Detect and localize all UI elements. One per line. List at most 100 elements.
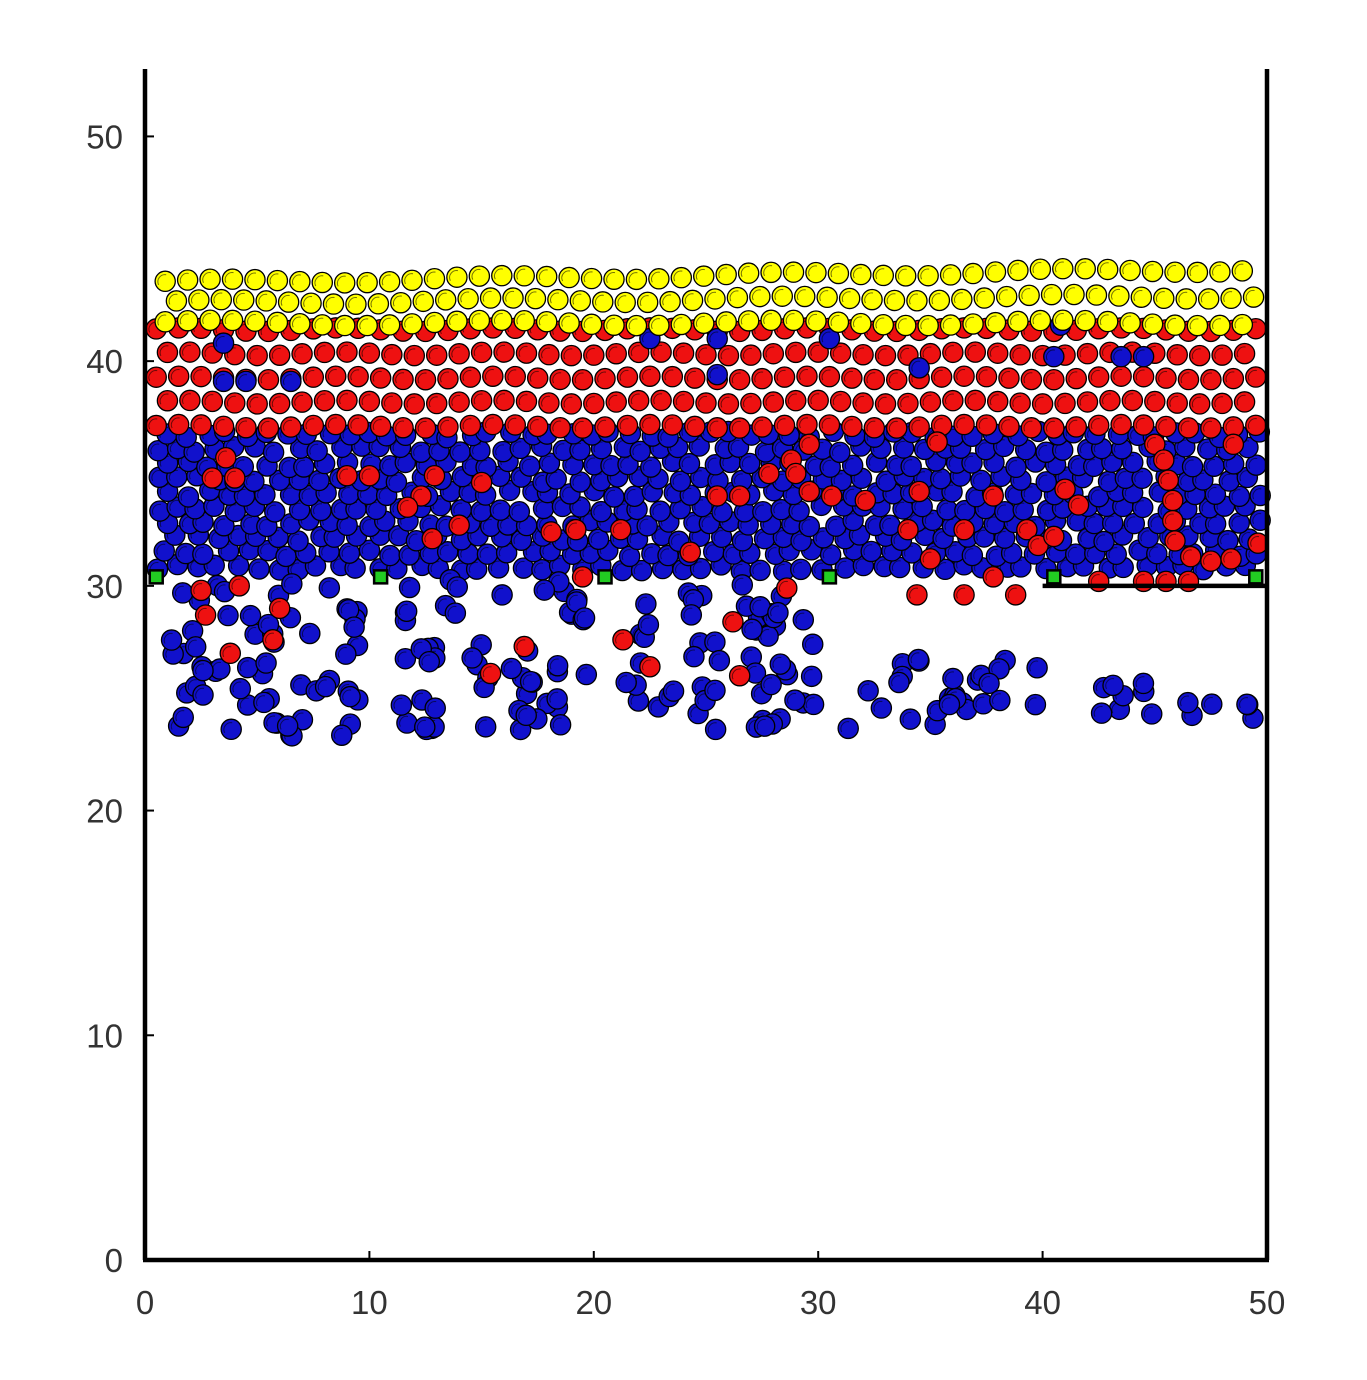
particle-shading bbox=[578, 667, 588, 679]
red-particle bbox=[758, 462, 780, 485]
red-particle bbox=[919, 548, 942, 570]
red-particle bbox=[1132, 414, 1155, 436]
particle-shading bbox=[981, 676, 991, 688]
particle-shading bbox=[691, 438, 701, 450]
blue-particle bbox=[212, 370, 235, 393]
particle-shading bbox=[701, 516, 711, 528]
red-particle bbox=[695, 392, 717, 414]
red-particle bbox=[1054, 392, 1076, 415]
particle-shading bbox=[894, 656, 904, 668]
particle-shading bbox=[787, 466, 797, 478]
red-particle bbox=[672, 342, 695, 364]
particle-shading bbox=[1252, 488, 1262, 500]
particle-shading bbox=[204, 394, 214, 406]
particle-shading bbox=[597, 371, 607, 383]
particle-shading bbox=[924, 513, 934, 525]
red-particle bbox=[926, 431, 948, 453]
particle-shading bbox=[615, 632, 625, 644]
particle-shading bbox=[1067, 546, 1077, 558]
particle-shading bbox=[1203, 372, 1212, 384]
particle-shading bbox=[316, 393, 326, 405]
particle-shading bbox=[617, 295, 627, 307]
particle-shading bbox=[707, 634, 716, 646]
particle-shading bbox=[707, 722, 717, 734]
particle-shading bbox=[986, 516, 996, 528]
particle-shading bbox=[866, 372, 876, 384]
particle-shading bbox=[516, 313, 526, 325]
particle-shading bbox=[830, 266, 840, 278]
red-particle bbox=[425, 392, 448, 415]
blue-particle bbox=[749, 559, 771, 582]
particle-shading bbox=[989, 394, 999, 406]
yellow-particle bbox=[625, 314, 648, 337]
blue-particle bbox=[678, 452, 701, 475]
particle-shading bbox=[822, 459, 832, 471]
particle-shading bbox=[303, 296, 313, 307]
blue-particle bbox=[531, 558, 553, 581]
blue-particle bbox=[339, 685, 361, 708]
yellow-particle bbox=[1096, 310, 1119, 333]
red-particle bbox=[369, 367, 392, 389]
particle-shading bbox=[1117, 471, 1127, 483]
particle-shading bbox=[260, 617, 270, 629]
blue-particle bbox=[424, 697, 446, 719]
particle-shading bbox=[1212, 264, 1221, 276]
particle-shading bbox=[837, 560, 847, 572]
particle-shading bbox=[1122, 263, 1132, 275]
particle-shading bbox=[823, 488, 833, 500]
particle-shading bbox=[1182, 549, 1192, 561]
particle-shading bbox=[942, 317, 952, 329]
particle-shading bbox=[527, 291, 537, 303]
particle-shading bbox=[1007, 587, 1017, 599]
blue-particle bbox=[414, 716, 436, 738]
blue-particle bbox=[358, 539, 381, 561]
yellow-particle bbox=[737, 310, 760, 332]
yellow-particle bbox=[547, 288, 569, 311]
yellow-particle bbox=[322, 293, 345, 315]
particle-shading bbox=[260, 543, 270, 555]
red-particle bbox=[1177, 368, 1200, 391]
particle-shading bbox=[179, 313, 189, 325]
red-particle bbox=[470, 471, 493, 494]
particle-shading bbox=[359, 318, 369, 330]
particle-shading bbox=[1001, 419, 1011, 431]
particle-shading bbox=[427, 701, 437, 712]
particle-shading bbox=[348, 297, 358, 308]
particle-shading bbox=[1038, 474, 1048, 486]
particle-shading bbox=[224, 272, 234, 283]
blue-particle bbox=[636, 515, 658, 537]
particle-shading bbox=[845, 488, 855, 500]
blue-particle bbox=[972, 693, 995, 715]
particle-shading bbox=[454, 469, 464, 481]
red-particle bbox=[1162, 489, 1184, 512]
particle-shading bbox=[767, 547, 777, 559]
red-particle bbox=[1043, 368, 1065, 391]
particle-shading bbox=[935, 531, 945, 543]
blue-particle bbox=[825, 515, 847, 537]
red-particle bbox=[470, 341, 493, 364]
red-particle bbox=[919, 391, 942, 413]
particle-shading bbox=[226, 470, 236, 482]
particle-shading bbox=[1234, 317, 1244, 329]
particle-shading bbox=[799, 369, 809, 380]
yellow-particle bbox=[356, 271, 378, 294]
red-particle bbox=[268, 392, 291, 415]
yellow-particle bbox=[693, 312, 715, 334]
red-particle bbox=[852, 343, 874, 366]
particle-shading bbox=[857, 493, 867, 505]
red-particle bbox=[145, 366, 167, 388]
red-particle bbox=[482, 413, 504, 436]
red-particle bbox=[358, 390, 381, 413]
blue-particle bbox=[217, 604, 239, 627]
red-particle bbox=[179, 389, 201, 412]
particle-shading bbox=[1001, 371, 1011, 382]
yellow-particle bbox=[457, 287, 479, 310]
particle-shading bbox=[397, 651, 407, 663]
particle-shading bbox=[282, 487, 292, 499]
particle-shading bbox=[785, 313, 795, 325]
particle-shading bbox=[738, 599, 748, 610]
yellow-particle bbox=[1063, 283, 1085, 306]
particle-shading bbox=[399, 500, 409, 511]
particle-shading bbox=[384, 347, 393, 359]
particle-shading bbox=[232, 681, 242, 693]
